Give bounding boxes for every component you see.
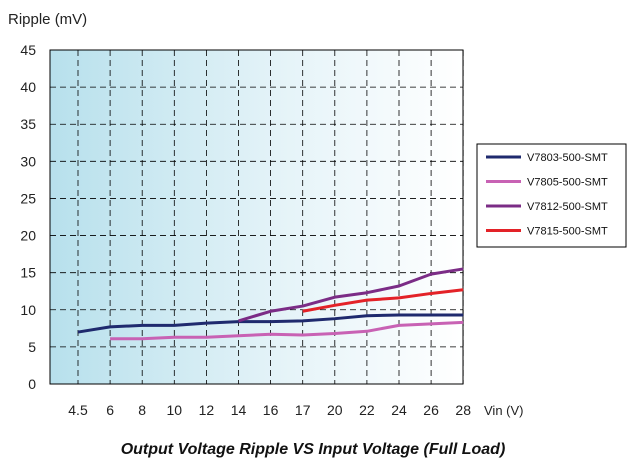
series-line (77, 313, 464, 334)
series-line (302, 288, 464, 313)
x-tick-label: 6 (106, 402, 114, 418)
x-tick-label: 28 (455, 402, 471, 418)
y-tick-label: 25 (20, 190, 36, 206)
x-tick-label: 26 (423, 402, 439, 418)
x-tick-label: 14 (231, 402, 247, 418)
legend-label: V7803-500-SMT (527, 152, 608, 164)
legend-label: V7812-500-SMT (527, 201, 608, 213)
x-tick-label: 24 (391, 402, 407, 418)
y-tick-label: 40 (20, 79, 36, 95)
plot-border (49, 49, 464, 385)
x-tick-labels: 4.5 6 8 10 12 14 16 17 20 22 24 26 28 (68, 402, 471, 418)
y-tick-label: 15 (20, 265, 36, 281)
legend-label: V7815-500-SMT (527, 226, 608, 238)
y-tick-label: 0 (28, 376, 36, 392)
y-tick-label: 30 (20, 153, 36, 169)
series-lines (77, 267, 464, 341)
chart-caption: Output Voltage Ripple VS Input Voltage (… (121, 441, 506, 458)
series-line (238, 267, 464, 323)
y-tick-label: 45 (20, 42, 36, 58)
x-tick-label: 20 (327, 402, 343, 418)
y-tick-labels: 0 5 10 15 20 25 30 35 40 45 (20, 42, 36, 392)
x-tick-label: 4.5 (68, 402, 88, 418)
legend: V7803-500-SMT V7805-500-SMT V7812-500-SMT V… (476, 143, 627, 248)
y-axis-label: Ripple (mV) (8, 11, 87, 28)
y-tick-label: 35 (20, 116, 36, 132)
plot-background (50, 50, 463, 384)
legend-label: V7805-500-SMT (527, 177, 608, 189)
x-tick-label: 16 (263, 402, 279, 418)
x-tick-label: 17 (295, 402, 311, 418)
x-axis-label: Vin (V) (484, 403, 524, 418)
x-tick-label: 22 (359, 402, 375, 418)
y-tick-label: 5 (28, 339, 36, 355)
y-tick-label: 20 (20, 228, 36, 244)
x-tick-label: 8 (138, 402, 146, 418)
x-tick-label: 12 (199, 402, 215, 418)
y-tick-label: 10 (20, 302, 36, 318)
x-tick-label: 10 (167, 402, 183, 418)
series-line (110, 320, 464, 341)
